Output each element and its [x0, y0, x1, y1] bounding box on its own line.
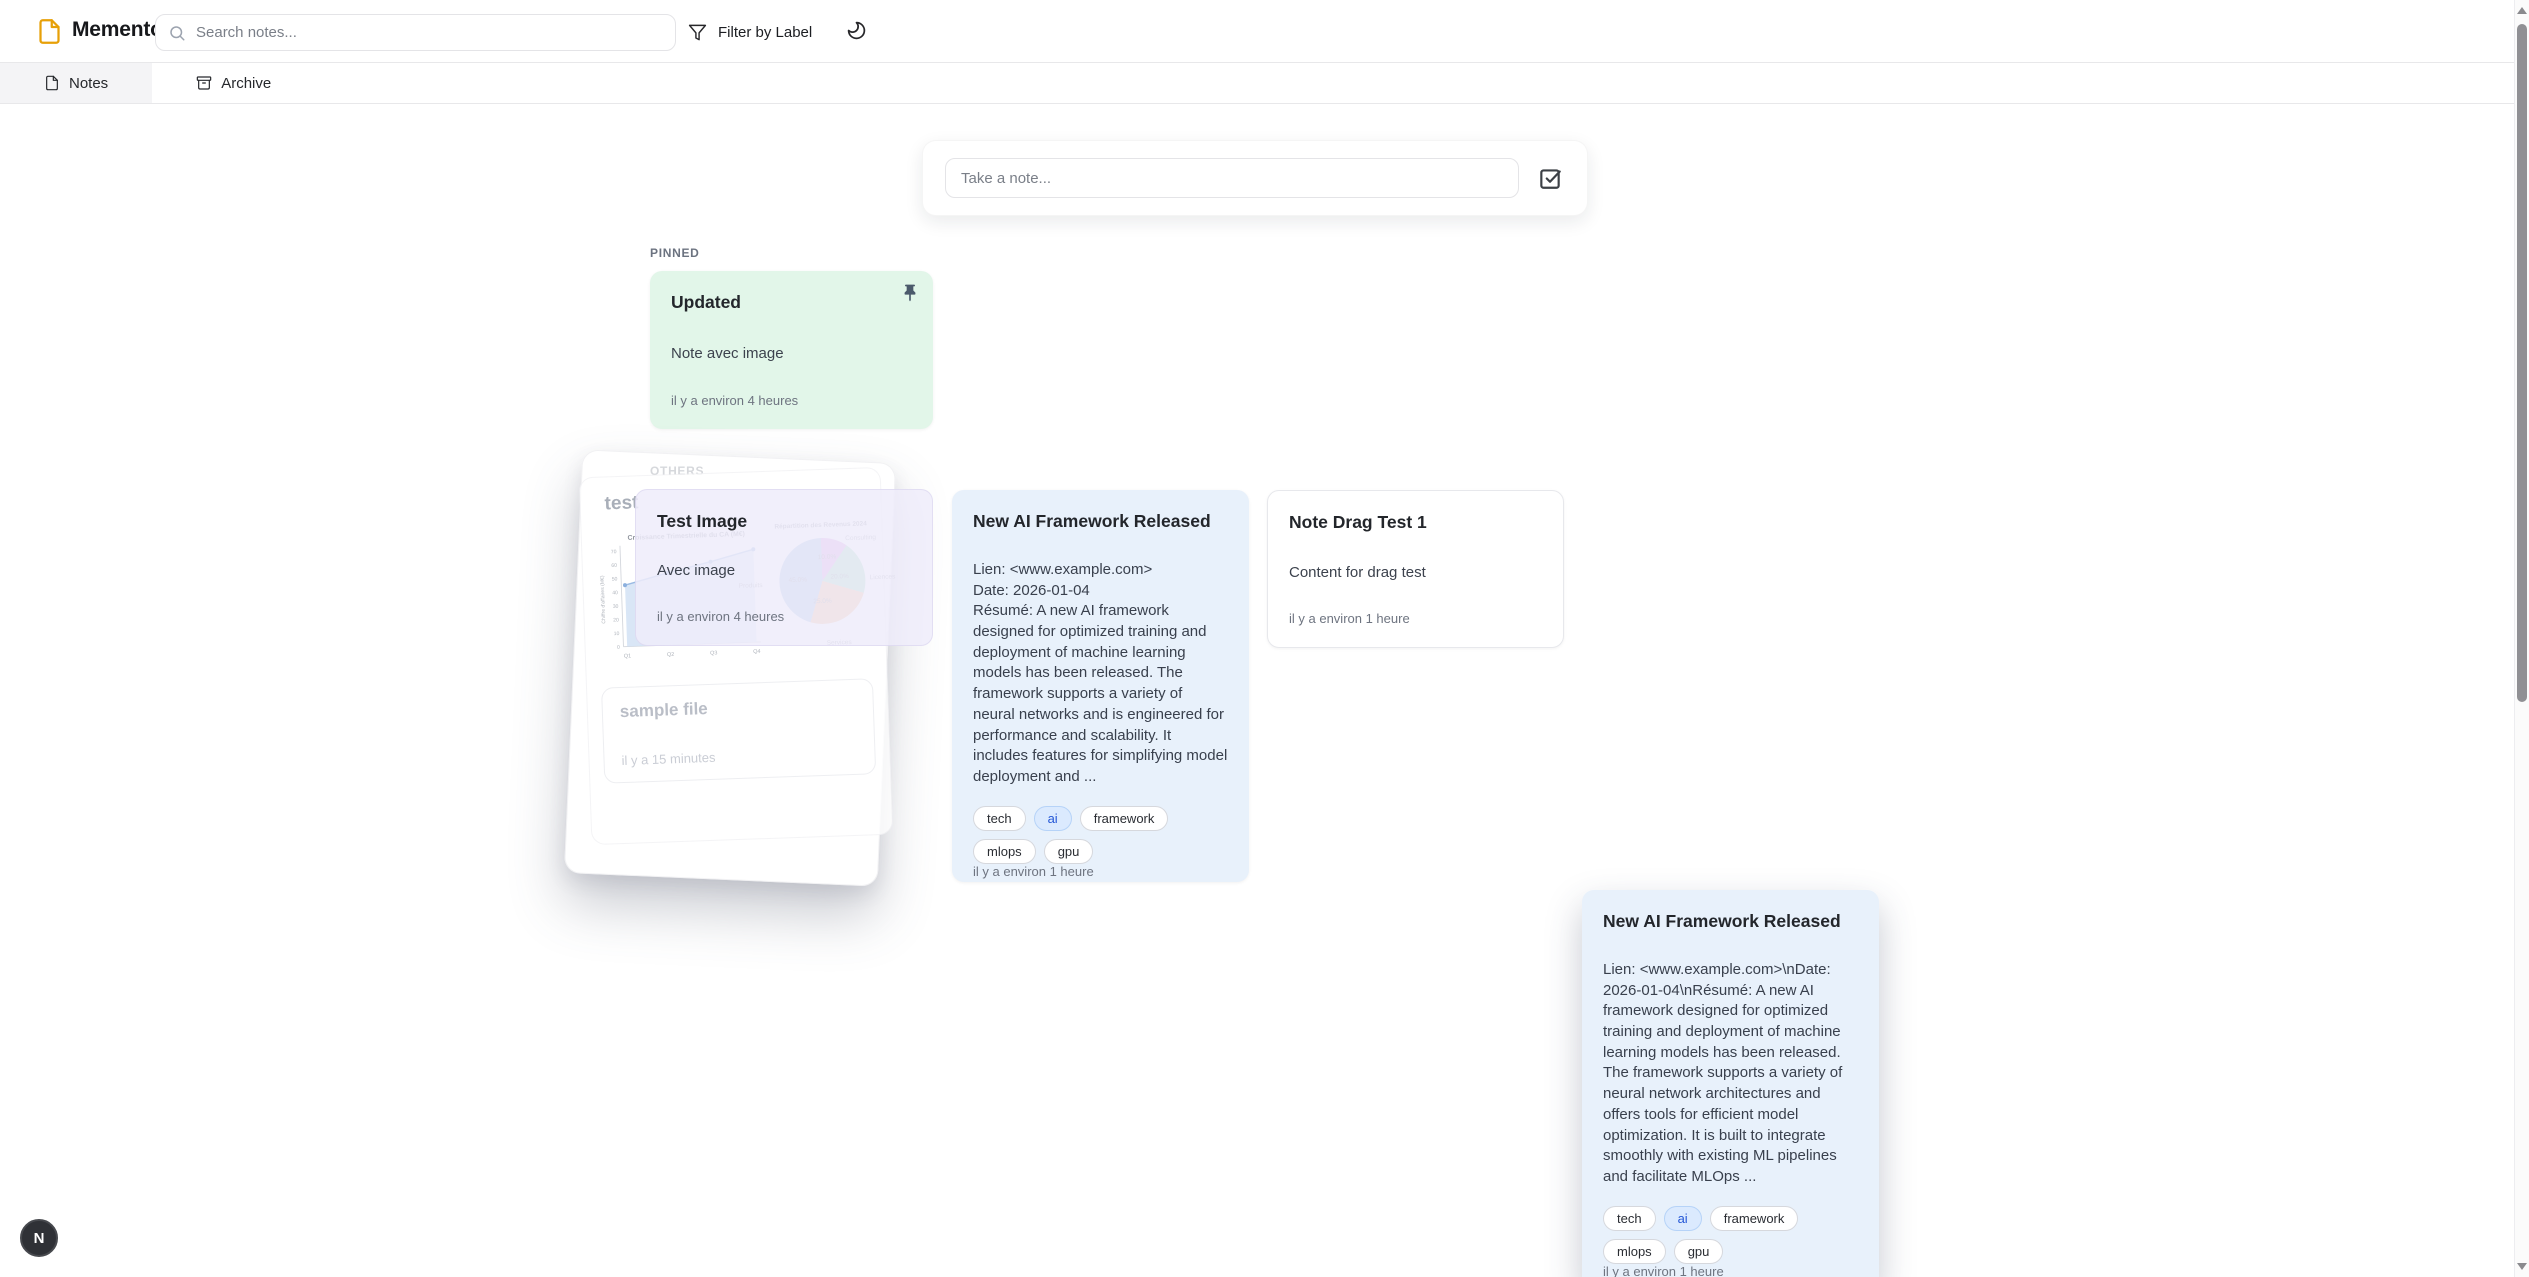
note-file-icon [46, 75, 58, 91]
tag-pill-ai[interactable]: ai [1033, 805, 1072, 831]
note-title: New AI Framework Released [973, 511, 1211, 531]
note-timestamp: il y a environ 4 heures [657, 609, 785, 624]
note-card-sample-file[interactable]: sample file il y a 15 minutes [601, 678, 877, 784]
tab-notes-label: Notes [69, 74, 109, 92]
scrollbar-thumb[interactable] [2517, 24, 2527, 702]
search-box[interactable] [155, 14, 676, 51]
filter-by-label-text: Filter by Label [718, 23, 813, 41]
tab-notes[interactable]: Notes [0, 63, 153, 103]
note-content: Note avec image [671, 344, 784, 362]
user-avatar[interactable]: N [20, 1219, 58, 1257]
note-title: sample file [619, 699, 709, 722]
tag-pill[interactable]: gpu [1673, 1238, 1724, 1264]
svg-text:20: 20 [613, 617, 619, 623]
checklist-toggle-button[interactable] [1535, 163, 1565, 193]
note-timestamp: il y a environ 4 heures [671, 393, 799, 408]
header: Memento Filter by Label [0, 0, 2529, 63]
tag-list: tech ai framework mlops gpu [973, 805, 1228, 864]
note-title: Updated [671, 292, 741, 312]
tag-list: tech ai framework mlops gpu [1603, 1205, 1858, 1264]
tag-pill-ai[interactable]: ai [1663, 1205, 1702, 1231]
svg-text:Q1: Q1 [624, 653, 632, 659]
note-content: Content for drag test [1289, 563, 1426, 581]
pinned-section-label: PINNED [650, 246, 700, 260]
note-card-new-ai-framework[interactable]: New AI Framework Released Lien: <www.exa… [952, 490, 1249, 882]
app-title: Memento [72, 18, 163, 41]
app-logo-file-icon [39, 19, 60, 44]
note-timestamp: il y a environ 1 heure [973, 863, 1094, 879]
note-timestamp: il y a 15 minutes [621, 749, 716, 769]
dark-mode-toggle[interactable] [843, 19, 869, 45]
note-content: Lien: <www.example.com>\nDate: 2026-01-0… [1603, 961, 1843, 1185]
note-title: Note Drag Test 1 [1289, 512, 1427, 532]
tag-pill[interactable]: framework [1709, 1205, 1799, 1231]
tab-archive[interactable]: Archive [152, 63, 315, 103]
tag-pill[interactable]: tech [973, 805, 1026, 831]
note-title: Test Image [657, 511, 748, 531]
svg-text:Q4: Q4 [753, 649, 761, 655]
svg-text:60: 60 [611, 563, 617, 569]
vertical-scrollbar[interactable] [2514, 0, 2529, 1277]
svg-text:40: 40 [612, 590, 618, 596]
svg-text:Q2: Q2 [667, 652, 675, 658]
tag-pill[interactable]: mlops [973, 838, 1036, 864]
note-card-updated[interactable]: Updated Note avec image il y a environ 4… [650, 271, 933, 429]
scrollbar-down-arrow[interactable] [2517, 1263, 2527, 1270]
archive-icon [196, 76, 212, 90]
svg-text:30: 30 [613, 604, 619, 610]
tag-pill[interactable]: tech [1603, 1205, 1656, 1231]
take-a-note-input[interactable] [945, 158, 1519, 198]
note-content: Lien: <www.example.com> Date: 2026-01-04… [973, 561, 1228, 785]
drag-preview-note-card[interactable]: New AI Framework Released Lien: <www.exa… [1582, 890, 1879, 1277]
svg-text:50: 50 [612, 576, 618, 582]
svg-text:0: 0 [617, 645, 620, 651]
note-composer [922, 140, 1588, 216]
note-title: New AI Framework Released [1603, 911, 1841, 931]
filter-icon [688, 24, 707, 40]
note-timestamp: il y a environ 1 heure [1289, 611, 1410, 626]
scrollbar-up-arrow[interactable] [2517, 7, 2527, 14]
tab-bar: Notes Archive [0, 63, 2529, 104]
moon-icon [847, 21, 865, 40]
svg-text:70: 70 [611, 549, 617, 555]
note-card-drag-test-1[interactable]: Note Drag Test 1 Content for drag test i… [1267, 490, 1564, 648]
note-timestamp: il y a environ 1 heure [1603, 1263, 1724, 1277]
filter-by-label-button[interactable]: Filter by Label [688, 17, 812, 47]
tag-pill[interactable]: framework [1079, 805, 1169, 831]
note-content: Avec image [657, 562, 736, 579]
search-icon [170, 25, 185, 40]
svg-text:10: 10 [614, 631, 620, 637]
svg-text:Q3: Q3 [710, 650, 718, 656]
check-square-icon [1540, 169, 1561, 189]
tag-pill[interactable]: mlops [1603, 1238, 1666, 1264]
svg-text:Chiffre d'affaires (M€): Chiffre d'affaires (M€) [600, 575, 608, 624]
pin-button[interactable] [899, 283, 921, 305]
tab-archive-label: Archive [221, 74, 272, 92]
pushpin-icon [904, 284, 916, 302]
search-input[interactable] [196, 24, 663, 41]
note-card-test-image-placeholder[interactable]: Test Image Avec image il y a environ 4 h… [635, 489, 933, 646]
tag-pill[interactable]: gpu [1043, 838, 1094, 864]
